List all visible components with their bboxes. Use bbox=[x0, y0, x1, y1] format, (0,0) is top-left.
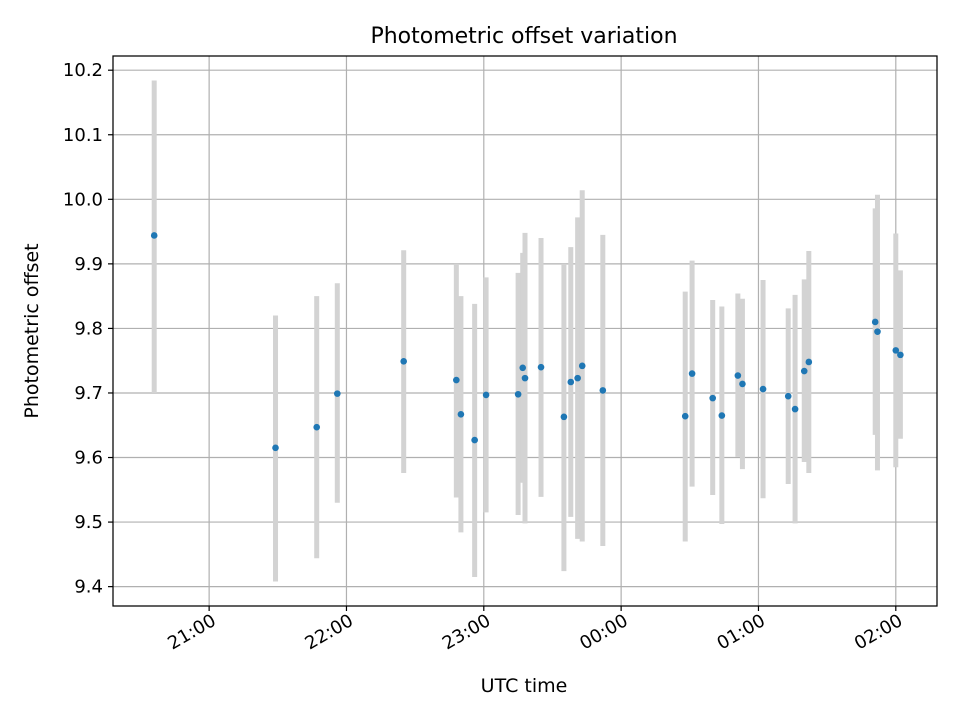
y-tick-label: 9.4 bbox=[74, 577, 103, 598]
data-point bbox=[897, 351, 904, 359]
axes-frame bbox=[112, 55, 938, 607]
y-tick-label: 9.6 bbox=[74, 448, 103, 469]
data-point bbox=[471, 436, 478, 444]
data-point bbox=[313, 423, 321, 431]
data-point bbox=[514, 390, 522, 398]
data-point bbox=[874, 328, 881, 335]
chart-title: Photometric offset variation bbox=[370, 24, 677, 49]
data-point bbox=[734, 372, 742, 379]
data-point bbox=[805, 358, 813, 366]
data-point bbox=[519, 364, 527, 372]
data-point bbox=[739, 380, 746, 388]
data-point bbox=[272, 444, 279, 452]
x-axis-title: UTC time bbox=[481, 675, 568, 697]
data-point bbox=[599, 387, 607, 394]
data-point bbox=[150, 232, 158, 239]
data-point bbox=[688, 370, 696, 377]
y-tick-label: 9.8 bbox=[74, 318, 103, 339]
data-point bbox=[482, 391, 490, 399]
y-axis-title: Photometric offset bbox=[21, 243, 43, 418]
data-point bbox=[784, 392, 792, 400]
y-tick-label: 9.9 bbox=[74, 254, 103, 275]
data-point bbox=[759, 385, 767, 393]
data-point bbox=[560, 413, 568, 421]
y-tick-label: 9.7 bbox=[74, 383, 103, 404]
data-point bbox=[334, 390, 341, 397]
data-point bbox=[800, 367, 808, 375]
data-point bbox=[400, 358, 407, 365]
data-points bbox=[150, 232, 904, 452]
data-point bbox=[537, 363, 545, 371]
data-point bbox=[791, 405, 799, 413]
data-point bbox=[567, 378, 575, 386]
y-tick-label: 10.1 bbox=[63, 125, 103, 146]
data-point bbox=[871, 318, 879, 326]
data-point bbox=[578, 362, 586, 370]
data-point bbox=[681, 412, 689, 420]
y-tick-label: 10.0 bbox=[63, 189, 103, 210]
data-point bbox=[892, 347, 900, 354]
y-tick-label: 9.5 bbox=[74, 512, 103, 533]
data-point bbox=[709, 394, 716, 402]
data-point bbox=[521, 374, 529, 382]
data-point bbox=[718, 412, 726, 419]
data-point bbox=[457, 410, 465, 418]
data-point bbox=[574, 374, 581, 382]
data-point bbox=[453, 376, 460, 384]
y-tick-label: 10.2 bbox=[63, 60, 103, 81]
